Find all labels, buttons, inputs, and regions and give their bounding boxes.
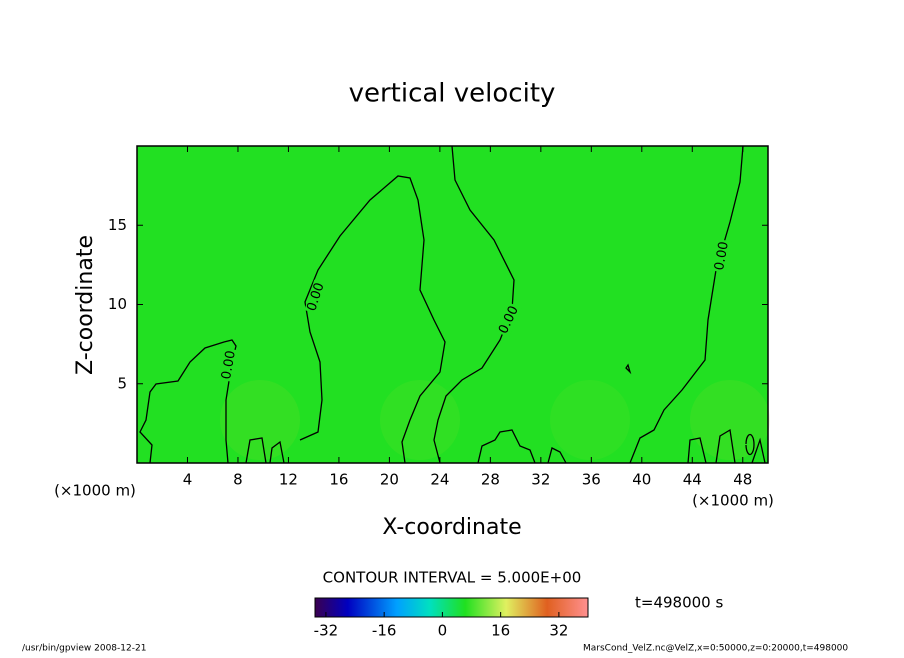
colorbar-tick-label: 0 xyxy=(438,622,448,640)
y-axis-label: Z-coordinate xyxy=(73,235,98,375)
x-tick-label: 48 xyxy=(733,471,752,489)
contour-label-bg xyxy=(712,239,732,273)
x-tick-label: 32 xyxy=(531,471,550,489)
y-tick-label: 5 xyxy=(117,374,127,392)
x-unit-label: (×1000 m) xyxy=(54,482,136,500)
plot-area: 0.000.000.000.00 xyxy=(136,145,770,464)
contour-label-bg xyxy=(495,302,523,338)
colorbar xyxy=(314,597,589,618)
field-patch xyxy=(220,380,300,460)
contour-line xyxy=(625,363,755,456)
footer-right: MarsCond_VelZ.nc@VelZ,x=0:50000,z=0:2000… xyxy=(583,644,848,654)
contour-line xyxy=(245,428,766,464)
footer-left: /usr/bin/gpview 2008-12-21 xyxy=(22,644,146,654)
x-tick-label: 28 xyxy=(481,471,500,489)
colorbar-tick-label: 16 xyxy=(491,622,510,640)
field-patch xyxy=(690,380,770,460)
contour-label-bg xyxy=(304,279,328,315)
contour-interval: CONTOUR INTERVAL = 5.000E+00 xyxy=(323,569,582,587)
x-tick-label: 16 xyxy=(329,471,348,489)
y-tick-label: 10 xyxy=(108,295,127,313)
y-tick-label: 15 xyxy=(108,216,127,234)
contour-line xyxy=(629,145,744,464)
x-tick-label: 8 xyxy=(233,471,243,489)
colorbar-tick-label: 32 xyxy=(549,622,568,640)
x-tick-label: 44 xyxy=(683,471,702,489)
x-tick-label: 20 xyxy=(380,471,399,489)
x-axis-label: X-coordinate xyxy=(382,515,521,540)
x-unit-label: (×1000 m) xyxy=(692,492,774,510)
colorbar-tick-label: -32 xyxy=(314,622,339,640)
contour-line xyxy=(433,145,515,464)
x-tick-label: 4 xyxy=(183,471,193,489)
x-tick-label: 12 xyxy=(279,471,298,489)
field xyxy=(137,146,768,463)
x-tick-label: 24 xyxy=(430,471,449,489)
chart-title: vertical velocity xyxy=(349,79,556,109)
contour-label: 0.00 xyxy=(712,240,732,271)
x-tick-label: 36 xyxy=(582,471,601,489)
field-patch xyxy=(380,380,460,460)
contour-label-bg xyxy=(219,348,239,382)
field-patch xyxy=(550,380,630,460)
contour-line xyxy=(299,175,446,464)
x-tick-label: 40 xyxy=(632,471,651,489)
colorbar-tick-label: -16 xyxy=(372,622,397,640)
time-label: t=498000 s xyxy=(635,594,723,612)
contour-label: 0.00 xyxy=(219,349,239,380)
